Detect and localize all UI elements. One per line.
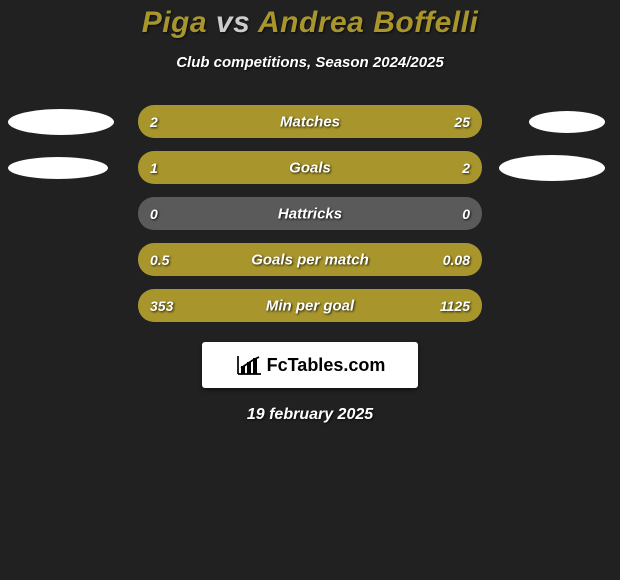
date-text: 19 february 2025 [247,406,373,424]
player2-ellipse-icon [499,155,605,181]
stat-value-right: 0 [462,206,470,222]
bar-track: Min per goal 353 1125 [138,289,482,322]
player2-ellipse-icon [529,111,605,133]
chart-icon [235,354,263,376]
stat-label: Goals [289,159,331,176]
player2-name: Andrea Boffelli [258,6,478,39]
stat-value-left: 0.5 [150,252,169,268]
bar-fill-right [253,151,482,184]
vs-text: vs [216,6,250,39]
logo-inner: FcTables.com [235,354,386,376]
player1-ellipse-icon [8,109,114,135]
subtitle-text: Club competitions, Season 2024/2025 [176,54,444,71]
stat-value-left: 353 [150,298,173,314]
stat-row: Matches 2 25 [0,105,620,138]
stat-value-left: 0 [150,206,158,222]
stat-label: Min per goal [266,297,354,314]
bar-track: Goals per match 0.5 0.08 [138,243,482,276]
stat-value-right: 2 [462,160,470,176]
stat-value-left: 1 [150,160,158,176]
player1-ellipse-icon [8,157,108,179]
stat-row: Goals per match 0.5 0.08 [0,243,620,276]
stat-value-right: 1125 [440,298,470,314]
bar-track: Matches 2 25 [138,105,482,138]
logo-box: FcTables.com [202,342,418,388]
stat-value-left: 2 [150,114,158,130]
main-container: Piga vs Andrea Boffelli Club competition… [0,0,620,424]
bar-track: Goals 1 2 [138,151,482,184]
stat-row: Min per goal 353 1125 [0,289,620,322]
stat-row: Hattricks 0 0 [0,197,620,230]
stat-label: Matches [280,113,340,130]
stat-row: Goals 1 2 [0,151,620,184]
bar-track: Hattricks 0 0 [138,197,482,230]
player1-name: Piga [142,6,207,39]
page-title: Piga vs Andrea Boffelli [142,6,479,40]
stat-value-right: 0.08 [443,252,470,268]
stat-value-right: 25 [454,114,470,130]
logo-text: FcTables.com [267,355,386,376]
stat-label: Hattricks [278,205,342,222]
stat-label: Goals per match [251,251,369,268]
stats-area: Matches 2 25 Goals 1 2 Hattricks 0 0 Goals per ma… [0,105,620,322]
